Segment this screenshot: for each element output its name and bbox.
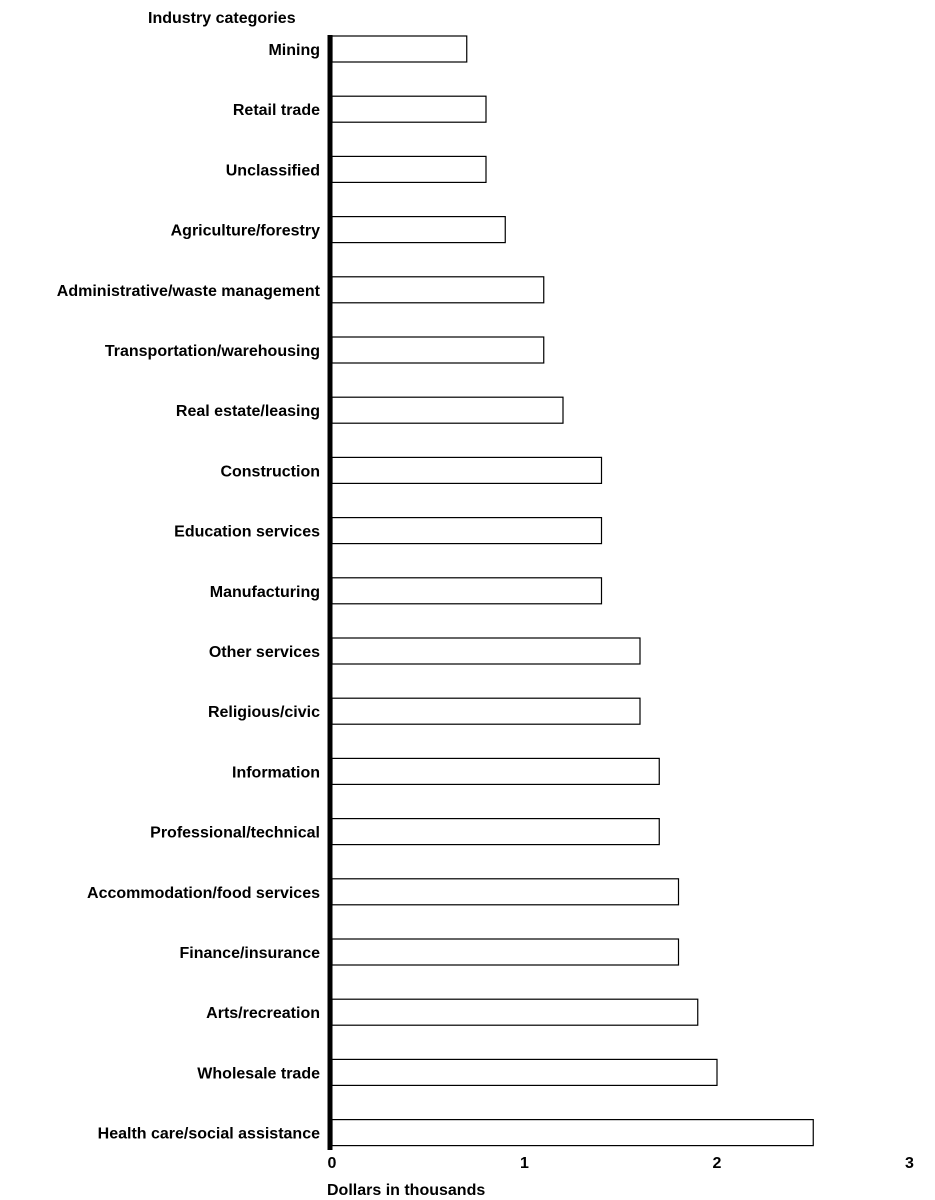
x-tick-label-2: 2 — [713, 1155, 722, 1172]
bar-8 — [331, 516, 603, 545]
bar-5 — [331, 336, 545, 364]
category-label-0: Mining — [268, 42, 320, 59]
category-label-14: Accommodation/food services — [87, 885, 320, 902]
category-label-7: Construction — [220, 463, 320, 480]
category-label-8: Education services — [174, 524, 320, 541]
bar-18 — [331, 1118, 814, 1147]
x-tick-label-0: 0 — [328, 1155, 337, 1172]
category-label-5: Transportation/warehousing — [105, 343, 320, 360]
bar-9 — [331, 577, 603, 605]
x-tick-label-3: 3 — [905, 1155, 914, 1172]
bar-6 — [331, 396, 564, 424]
bar-7 — [331, 456, 603, 484]
bar-2 — [331, 155, 487, 183]
category-label-15: Finance/insurance — [180, 945, 321, 962]
bars-group — [331, 35, 814, 1147]
x-tick-label-1: 1 — [520, 1155, 529, 1172]
bar-12 — [331, 757, 660, 786]
category-label-10: Other services — [209, 644, 320, 661]
category-label-2: Unclassified — [226, 162, 320, 179]
bar-14 — [331, 878, 680, 906]
bar-10 — [331, 637, 641, 665]
category-label-18: Health care/social assistance — [98, 1126, 320, 1143]
category-label-1: Retail trade — [233, 102, 320, 119]
category-label-13: Professional/technical — [150, 825, 320, 842]
category-label-11: Religious/civic — [208, 704, 320, 721]
category-label-12: Information — [232, 764, 320, 781]
category-label-4: Administrative/waste management — [57, 283, 321, 300]
category-label-3: Agriculture/forestry — [171, 223, 320, 240]
x-axis-title: Dollars in thousands — [327, 1182, 485, 1199]
bar-1 — [331, 95, 487, 123]
y-axis-title: Industry categories — [148, 10, 296, 27]
bar-0 — [331, 35, 468, 63]
bar-13 — [331, 817, 660, 846]
bar-16 — [331, 998, 699, 1026]
category-label-6: Real estate/leasing — [176, 403, 320, 420]
category-label-9: Manufacturing — [210, 584, 320, 601]
bar-3 — [331, 216, 506, 244]
x-tick-labels-group: 0 1 2 3 — [328, 1155, 915, 1172]
category-label-17: Wholesale trade — [197, 1065, 320, 1082]
category-labels-group: Mining Retail trade Unclassified Agricultur… — [57, 42, 321, 1143]
bar-17 — [331, 1058, 718, 1087]
bar-15 — [331, 938, 680, 966]
bar-11 — [331, 697, 641, 725]
category-label-16: Arts/recreation — [206, 1005, 320, 1022]
bar-4 — [331, 276, 545, 304]
